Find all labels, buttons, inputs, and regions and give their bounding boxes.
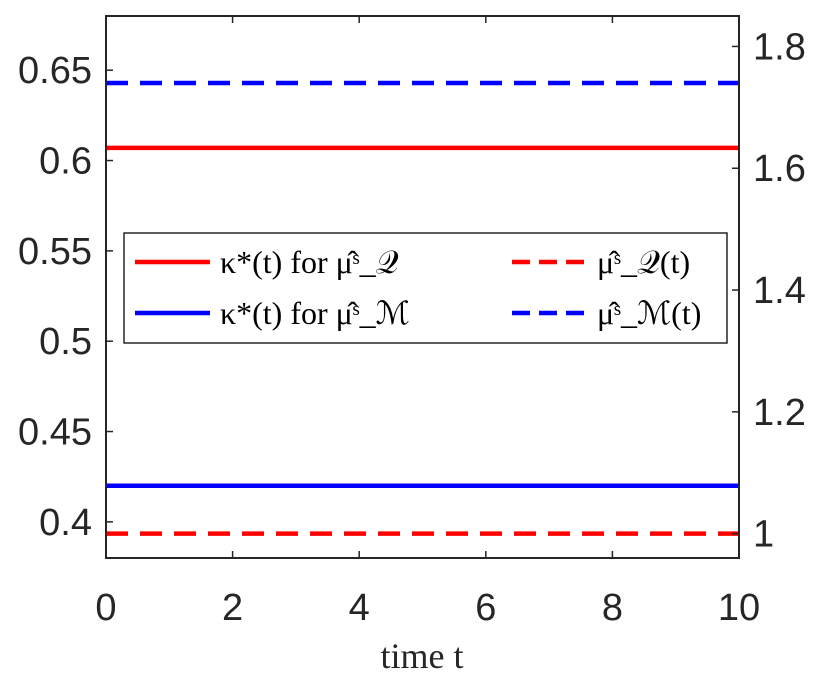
y-left-tick-label: 0.55 — [18, 231, 92, 273]
legend-label-2: μ̂ˢ_𝒬(t) — [597, 244, 690, 280]
x-tick-label: 8 — [602, 587, 623, 629]
y-right-tick-label: 1.2 — [753, 392, 806, 434]
y-right-tick-label: 1.4 — [753, 270, 806, 312]
x-tick-label: 2 — [222, 587, 243, 629]
y-left-ticks: 0.4 0.45 0.5 0.55 0.6 0.65 — [18, 50, 113, 544]
legend: κ*(t) for μ̂ˢ_𝒬 κ*(t) for μ̂ˢ_ℳ μ̂ˢ_𝒬(t) μ̂… — [123, 232, 728, 344]
x-tick-label: 4 — [349, 587, 370, 629]
legend-box — [123, 232, 728, 344]
y-right-tick-label: 1.6 — [753, 148, 806, 190]
x-tick-label: 10 — [718, 587, 760, 629]
legend-label-0: κ*(t) for μ̂ˢ_𝒬 — [220, 244, 399, 280]
x-ticks: 0 2 4 6 8 10 — [95, 16, 760, 629]
legend-label-1: κ*(t) for μ̂ˢ_ℳ — [220, 295, 410, 331]
y-right-ticks: 1 1.2 1.4 1.6 1.8 — [732, 26, 806, 556]
series-layer — [106, 80, 739, 536]
y-right-tick-label: 1 — [753, 514, 774, 556]
x-tick-label: 0 — [95, 587, 116, 629]
plot-frame — [105, 15, 740, 559]
y-left-tick-label: 0.65 — [18, 50, 92, 92]
y-left-tick-label: 0.5 — [39, 321, 92, 363]
x-tick-label: 6 — [475, 587, 496, 629]
y-left-tick-label: 0.45 — [18, 412, 92, 454]
y-left-tick-label: 0.6 — [39, 141, 92, 183]
legend-items: κ*(t) for μ̂ˢ_𝒬 κ*(t) for μ̂ˢ_ℳ μ̂ˢ_𝒬(t) μ̂… — [135, 244, 701, 331]
y-left-tick-label: 0.4 — [39, 502, 92, 544]
y-right-tick-label: 1.8 — [753, 26, 806, 68]
x-axis-label: time t — [381, 636, 464, 676]
legend-label-3: μ̂ˢ_ℳ(t) — [597, 295, 701, 331]
